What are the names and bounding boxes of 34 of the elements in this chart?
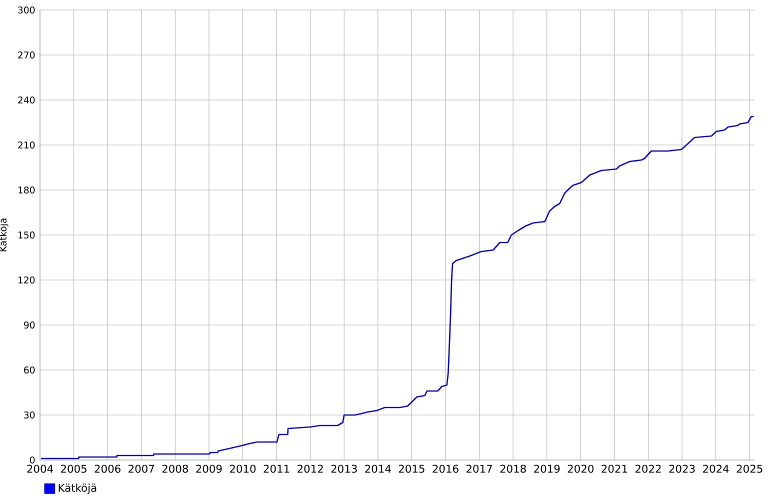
y-tick-label: 60 [24, 366, 35, 374]
x-tick-label: 2022 [635, 464, 661, 473]
x-tick-label: 2015 [398, 464, 424, 473]
x-tick-label: 2018 [500, 464, 526, 473]
y-tick-label: 90 [24, 321, 35, 329]
y-tick-label: 30 [24, 411, 35, 419]
y-tick-label: 180 [18, 186, 35, 194]
x-tick-label: 2016 [432, 464, 458, 473]
y-tick-label: 240 [18, 96, 35, 104]
x-tick-label: 2020 [568, 464, 594, 473]
x-tick-label: 2019 [534, 464, 560, 473]
x-tick-label: 2005 [60, 464, 86, 473]
x-tick-label: 2024 [703, 464, 729, 473]
y-tick-label: 210 [18, 141, 35, 149]
legend-label: Kätköjä [58, 484, 96, 494]
x-tick-label: 2007 [128, 464, 154, 473]
x-tick-label: 2004 [27, 464, 53, 473]
x-tick-label: 2023 [669, 464, 695, 473]
x-tick-label: 2012 [298, 464, 323, 473]
x-tick-label: 2021 [602, 464, 628, 473]
y-tick-label: 270 [18, 51, 35, 59]
x-tick-label: 2025 [736, 464, 762, 473]
x-tick-label: 2011 [264, 464, 290, 473]
x-tick-label: 2009 [196, 464, 222, 473]
y-tick-label: 300 [18, 6, 35, 14]
x-tick-label: 2010 [230, 464, 256, 473]
y-tick-label: 120 [18, 276, 35, 284]
y-tick-label: 0 [30, 456, 35, 464]
x-tick-label: 2008 [162, 464, 188, 473]
x-tick-label: 2013 [331, 464, 357, 473]
y-tick-label: 150 [18, 231, 35, 239]
x-tick-label: 2017 [466, 464, 492, 473]
x-tick-label: 2014 [365, 464, 391, 473]
x-tick-label: 2006 [94, 464, 120, 473]
